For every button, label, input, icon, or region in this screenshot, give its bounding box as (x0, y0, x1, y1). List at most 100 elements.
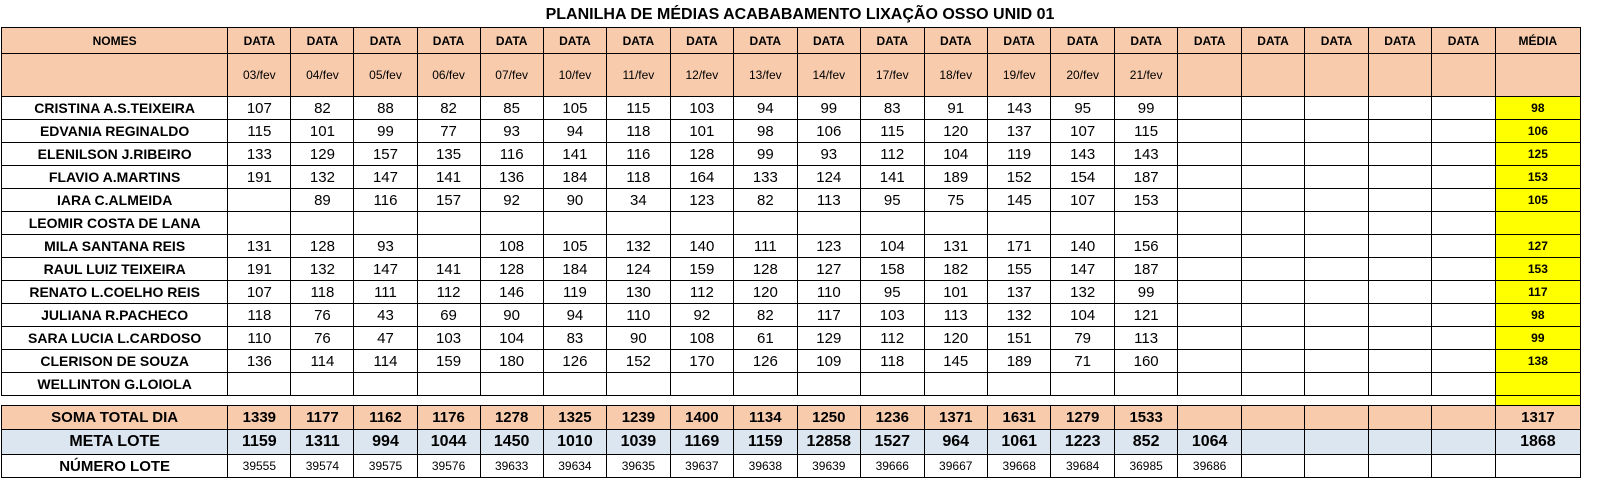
value-cell[interactable]: 123 (669, 188, 735, 212)
value-cell[interactable] (1431, 188, 1496, 212)
date-cell[interactable] (1240, 53, 1306, 97)
date-cell[interactable]: 20/fev (1050, 53, 1115, 97)
value-cell[interactable]: 158 (860, 257, 925, 281)
value-cell[interactable]: 47 (353, 326, 418, 350)
value-cell[interactable] (1304, 349, 1369, 373)
value-cell[interactable] (986, 372, 1052, 396)
value-cell[interactable]: 115 (606, 96, 671, 120)
value-cell[interactable] (1113, 372, 1179, 396)
value-cell[interactable]: 133 (733, 165, 798, 189)
value-cell[interactable]: 83 (860, 96, 925, 120)
soma-total-row-value[interactable] (1367, 405, 1433, 430)
value-cell[interactable]: 91 (923, 96, 988, 120)
spacer-cell[interactable] (1, 395, 228, 406)
value-cell[interactable]: 82 (733, 303, 798, 327)
value-cell[interactable] (1240, 96, 1306, 120)
value-cell[interactable]: 147 (353, 165, 418, 189)
value-cell[interactable] (416, 211, 481, 235)
value-cell[interactable]: 101 (290, 119, 355, 143)
soma-total-row-value[interactable]: 1400 (669, 405, 735, 430)
value-cell[interactable] (227, 372, 292, 396)
value-cell[interactable]: 157 (416, 188, 481, 212)
employee-name-cell[interactable]: RAUL LUIZ TEIXEIRA (0, 257, 229, 281)
value-cell[interactable] (1367, 326, 1433, 350)
value-cell[interactable]: 76 (290, 303, 355, 327)
spacer-cell[interactable] (1050, 395, 1115, 406)
value-cell[interactable]: 133 (227, 142, 292, 166)
numero-lote-row-value[interactable] (1240, 454, 1306, 478)
value-cell[interactable]: 110 (606, 303, 671, 327)
value-cell[interactable] (1304, 280, 1369, 304)
value-cell[interactable]: 164 (669, 165, 735, 189)
value-cell[interactable]: 132 (606, 234, 671, 258)
value-cell[interactable]: 113 (923, 303, 988, 327)
value-cell[interactable]: 113 (1113, 326, 1179, 350)
soma-total-row-value[interactable]: 1279 (1050, 405, 1115, 430)
value-cell[interactable]: 141 (416, 257, 481, 281)
value-cell[interactable]: 107 (227, 280, 292, 304)
meta-lote-row-value[interactable] (1431, 429, 1496, 455)
value-cell[interactable]: 106 (796, 119, 862, 143)
value-cell[interactable]: 112 (860, 142, 925, 166)
value-cell[interactable]: 95 (860, 188, 925, 212)
value-cell[interactable]: 115 (860, 119, 925, 143)
value-cell[interactable]: 119 (542, 280, 608, 304)
value-cell[interactable] (1240, 349, 1306, 373)
spacer-cell[interactable] (606, 395, 671, 406)
meta-lote-row-value[interactable] (1304, 429, 1369, 455)
value-cell[interactable]: 191 (227, 165, 292, 189)
numero-lote-row-value[interactable]: 39638 (733, 454, 798, 478)
employee-name-cell[interactable]: JULIANA R.PACHECO (0, 303, 229, 327)
value-cell[interactable] (1050, 211, 1115, 235)
average-spacer-cell[interactable] (1494, 395, 1582, 406)
spacer-cell[interactable] (543, 395, 607, 406)
value-cell[interactable] (353, 372, 418, 396)
value-cell[interactable]: 187 (1113, 165, 1179, 189)
value-cell[interactable] (1304, 119, 1369, 143)
data-header-cell[interactable]: DATA (1240, 27, 1306, 54)
value-cell[interactable]: 99 (1113, 280, 1179, 304)
value-cell[interactable]: 94 (542, 303, 608, 327)
date-cell[interactable]: 03/fev (227, 53, 292, 97)
value-cell[interactable] (1431, 165, 1496, 189)
date-cell[interactable]: 11/fev (606, 53, 671, 97)
value-cell[interactable]: 132 (1050, 280, 1115, 304)
value-cell[interactable]: 154 (1050, 165, 1115, 189)
value-cell[interactable] (1304, 234, 1369, 258)
date-cell[interactable]: 18/fev (923, 53, 988, 97)
soma-total-row-value[interactable]: 1533 (1113, 405, 1179, 430)
soma-total-row-average[interactable]: 1317 (1494, 405, 1582, 430)
value-cell[interactable] (1177, 326, 1242, 350)
meta-lote-row-value[interactable]: 1064 (1177, 429, 1242, 455)
value-cell[interactable]: 110 (796, 280, 862, 304)
soma-total-row-value[interactable]: 1371 (923, 405, 988, 430)
average-cell[interactable] (1494, 211, 1582, 235)
data-header-cell[interactable]: DATA (290, 27, 355, 54)
value-cell[interactable]: 95 (1050, 96, 1115, 120)
meta-lote-row-value[interactable]: 1039 (606, 429, 671, 455)
date-cell[interactable]: 07/fev (479, 53, 544, 97)
average-cell[interactable]: 98 (1494, 96, 1582, 120)
value-cell[interactable] (1431, 142, 1496, 166)
soma-total-row-value[interactable] (1177, 405, 1242, 430)
value-cell[interactable]: 127 (796, 257, 862, 281)
employee-name-cell[interactable]: SARA LUCIA L.CARDOSO (0, 326, 229, 350)
value-cell[interactable]: 92 (479, 188, 544, 212)
value-cell[interactable] (606, 211, 671, 235)
spacer-cell[interactable] (417, 395, 481, 406)
spacer-cell[interactable] (290, 395, 354, 406)
value-cell[interactable]: 83 (542, 326, 608, 350)
average-cell[interactable]: 117 (1494, 280, 1582, 304)
spacer-cell[interactable] (987, 395, 1051, 406)
value-cell[interactable] (1431, 257, 1496, 281)
value-cell[interactable]: 76 (290, 326, 355, 350)
value-cell[interactable] (923, 211, 988, 235)
value-cell[interactable] (1240, 119, 1306, 143)
value-cell[interactable]: 90 (479, 303, 544, 327)
value-cell[interactable]: 141 (416, 165, 481, 189)
numero-lote-row-value[interactable]: 39634 (542, 454, 608, 478)
value-cell[interactable]: 159 (669, 257, 735, 281)
value-cell[interactable]: 89 (290, 188, 355, 212)
value-cell[interactable]: 128 (479, 257, 544, 281)
date-cell[interactable]: 06/fev (416, 53, 481, 97)
